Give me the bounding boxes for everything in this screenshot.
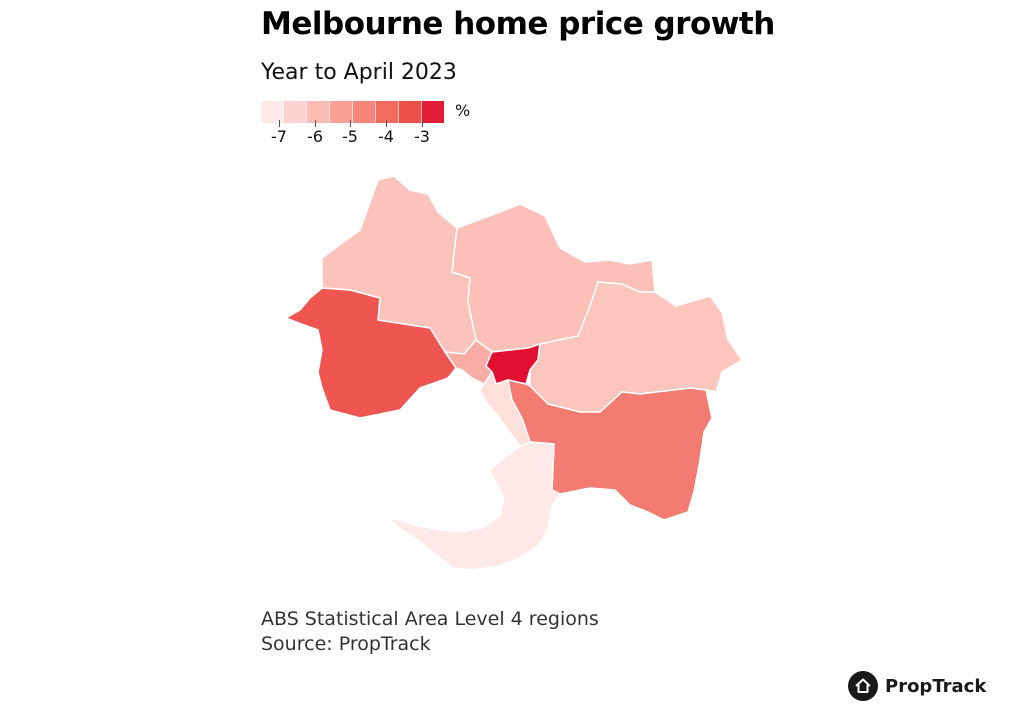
page-title: Melbourne home price growth — [261, 6, 775, 42]
legend-tick-mark — [315, 120, 316, 127]
legend-color-step — [330, 101, 353, 123]
legend-color-step — [399, 101, 422, 123]
legend-color-step — [353, 101, 376, 123]
legend-color-step — [422, 101, 444, 123]
legend-color-step — [307, 101, 330, 123]
legend-color-scale — [261, 101, 444, 123]
house-icon — [848, 671, 878, 701]
footnote-source: Source: PropTrack — [261, 633, 431, 655]
legend-unit: % — [455, 101, 471, 120]
legend-tick-mark — [386, 120, 387, 127]
legend-tick-label: -5 — [342, 127, 358, 146]
legend-color-step — [376, 101, 399, 123]
region-mornington-peninsula — [385, 441, 561, 571]
page-subtitle: Year to April 2023 — [261, 60, 457, 85]
region-west — [285, 287, 457, 419]
legend-tick-mark — [350, 120, 351, 127]
legend-tick-label: -7 — [271, 127, 287, 146]
footnote-regions: ABS Statistical Area Level 4 regions — [261, 608, 599, 630]
legend-tick-label: -4 — [378, 127, 394, 146]
legend-color-step — [284, 101, 307, 123]
legend-tick-mark — [422, 120, 423, 127]
legend-color-step — [261, 101, 284, 123]
legend-tick-label: -6 — [307, 127, 323, 146]
proptrack-logo: PropTrack — [848, 671, 986, 701]
legend-tick-label: -3 — [414, 127, 430, 146]
legend-tick-mark — [279, 120, 280, 127]
brand-name: PropTrack — [885, 675, 987, 697]
